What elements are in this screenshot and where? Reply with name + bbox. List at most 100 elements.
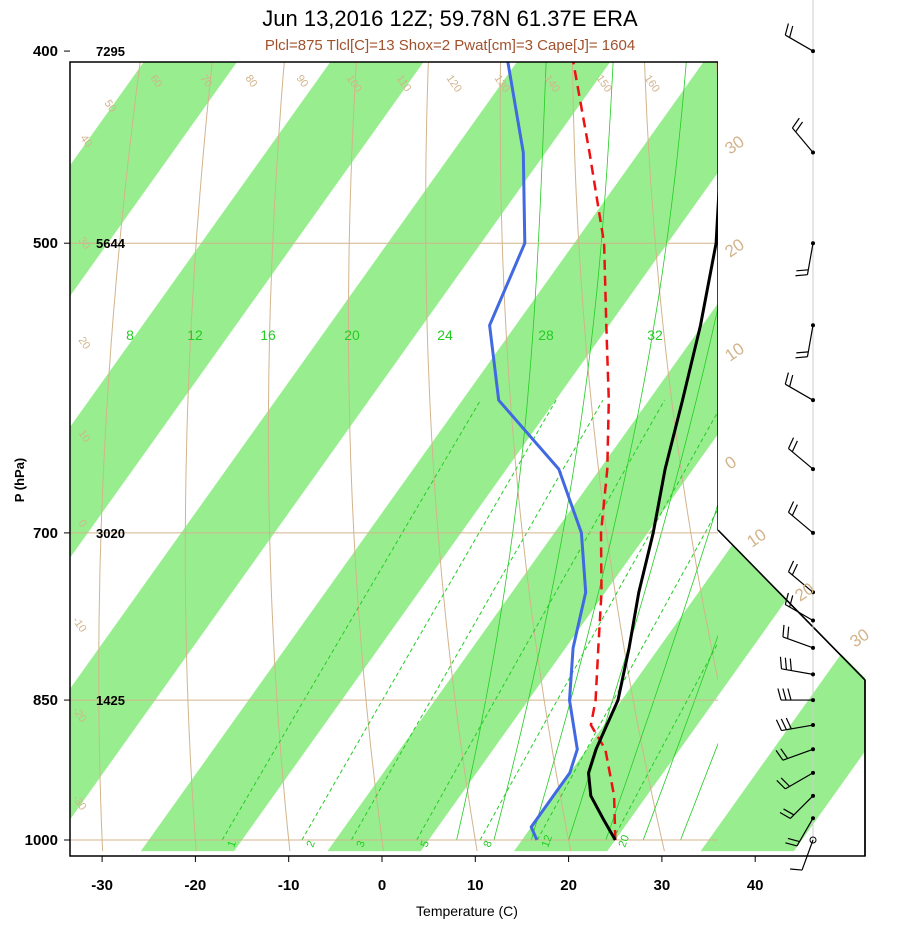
moist-adiabat-label: 8: [126, 327, 134, 343]
wind-barb-staff: [784, 34, 814, 52]
moist-adiabat-line: [642, 634, 718, 841]
wind-barb: [775, 717, 814, 732]
y-tick-label: 850: [33, 692, 58, 709]
parcel-line: [571, 62, 617, 841]
wind-barb-feather: [776, 779, 786, 790]
moist-adiabat-line: [456, 62, 547, 841]
sounding-profiles: [488, 62, 718, 841]
mixing-ratio-line: [479, 410, 718, 841]
wind-barb-feather: [796, 351, 809, 354]
mixing-ratio-label: 12: [540, 833, 555, 849]
wind-barb-staff: [788, 571, 814, 593]
wind-barb-staff: [782, 636, 814, 649]
wind-barb: [787, 560, 814, 593]
wind-barb: [787, 501, 814, 534]
chart-subtitle: Plcl=875 Tlcl[C]=13 Shox=2 Pwat[cm]=3 Ca…: [264, 37, 636, 54]
mixing-ratio-line: [612, 641, 718, 841]
dry-adiabat-label: 70: [198, 73, 215, 90]
dry-adiabat-label: 10: [76, 428, 93, 445]
wind-barb-feather: [789, 374, 794, 387]
dry-adiabat-label: 40: [78, 133, 95, 150]
wind-barb-feather: [780, 718, 787, 730]
green-band: [887, 0, 900, 851]
dry-adiabat-label: 90: [294, 73, 311, 90]
dry-adiabat-label: 30: [76, 235, 93, 252]
wind-barb-staff: [801, 839, 814, 871]
wind-barb-feather: [789, 25, 794, 38]
dry-adiabat-label: 120: [444, 73, 464, 95]
chart-title: Jun 13,2016 12Z; 59.78N 61.37E ERA: [262, 6, 638, 31]
dry-adiabat-line: [184, 62, 213, 852]
wind-barb-feather: [791, 563, 798, 576]
wind-barb-feather: [782, 624, 785, 637]
green-band: [70, 62, 611, 820]
wind-station-dot: [809, 836, 817, 844]
mixing-ratio-label: 5: [419, 839, 432, 849]
height-label: 7295: [96, 44, 125, 59]
moist-adiabat-label: 16: [260, 327, 276, 343]
wind-barb: [784, 372, 814, 401]
x-tick-label: 30: [654, 877, 671, 894]
wind-barb-feather: [787, 501, 795, 513]
mixing-ratio-lines: [221, 62, 718, 841]
wind-barb: [782, 624, 814, 649]
x-tick-label: -10: [278, 877, 300, 894]
dry-adiabat-label: 20: [76, 335, 93, 352]
wind-barb-staff: [784, 604, 814, 622]
moist-adiabat-label: 12: [187, 327, 203, 343]
wind-barb-feather: [784, 592, 789, 605]
wind-barb-feather: [787, 560, 795, 572]
wind-barb-feather: [780, 748, 789, 759]
wind-barb-feather: [787, 688, 792, 701]
wind-barb-feather: [783, 808, 795, 816]
green-band: [70, 62, 237, 297]
wind-barb: [787, 437, 814, 470]
dry-adiabat-line: [425, 62, 478, 852]
mixing-ratio-label: 20: [617, 833, 632, 849]
height-label: 1425: [96, 693, 125, 708]
mixing-ratio-label: 3: [355, 839, 368, 849]
wind-barb-feather: [791, 440, 798, 452]
wind-barb: [784, 592, 814, 622]
green-band: [700, 620, 865, 852]
wind-barb: [779, 795, 814, 819]
height-label: 5644: [96, 236, 126, 251]
wind-barb-staff: [791, 127, 814, 153]
wind-barb-staff: [784, 772, 814, 790]
temperature-line: [587, 181, 718, 841]
wind-barb: [795, 243, 814, 277]
wind-barb-feather: [789, 595, 794, 608]
wind-barb-feather: [775, 719, 783, 731]
wind-barb-feather: [780, 777, 791, 787]
x-axis-label: Temperature (C): [416, 903, 518, 919]
y-tick-label: 400: [33, 43, 58, 60]
wind-barb-staff: [806, 243, 814, 275]
mixing-ratio-label: 1: [226, 839, 239, 849]
wind-barb-staff: [781, 668, 814, 675]
wind-barb-staff: [788, 448, 814, 470]
mixing-ratio-line: [416, 399, 665, 841]
dry-adiabat-line: [571, 62, 665, 852]
wind-barb-feather: [791, 117, 800, 129]
wind-barb-feather: [787, 437, 795, 449]
wind-barb-feather: [787, 626, 790, 639]
mixing-ratio-label: 8: [482, 839, 495, 849]
wind-barb-feather: [790, 868, 803, 871]
wind-barb-feather: [784, 657, 788, 670]
moist-adiabat-label: 28: [538, 327, 554, 343]
wind-barb-staff: [788, 511, 814, 534]
dry-adiabat-label: 80: [243, 73, 260, 90]
wind-barb: [776, 772, 814, 790]
dewpoint-line: [488, 62, 588, 841]
y-tick-label: 700: [33, 525, 58, 542]
moist-adiabat-line: [568, 305, 718, 841]
x-tick-label: -20: [185, 877, 207, 894]
wind-barb: [785, 817, 814, 847]
wind-barb-staff: [784, 383, 814, 401]
wind-barb-staff: [781, 724, 814, 732]
x-tick-label: 20: [560, 877, 577, 894]
wind-barb-feather: [791, 504, 798, 516]
wind-barb-feather: [779, 656, 783, 669]
wind-barb-feather: [785, 717, 792, 730]
wind-barb-feather: [796, 269, 809, 272]
